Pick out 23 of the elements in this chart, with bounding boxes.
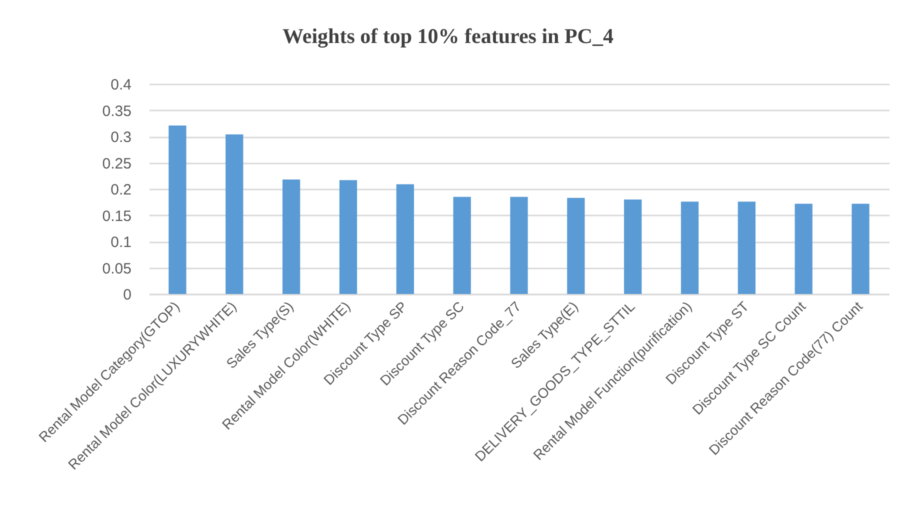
bar (396, 184, 414, 294)
y-tick-label: 0.1 (110, 234, 132, 251)
bar (168, 125, 186, 294)
bar (567, 198, 585, 294)
bar (226, 134, 244, 294)
y-tick-label: 0.05 (102, 260, 132, 278)
y-tick-label: 0.35 (102, 102, 132, 120)
y-tick-label: 0.15 (102, 208, 132, 225)
bar (510, 196, 528, 294)
chart-title: Weights of top 10% features in PC_4 (282, 24, 614, 48)
bar (794, 204, 812, 294)
y-tick-label: 0.25 (102, 155, 132, 172)
y-tick-label: 0 (123, 286, 132, 304)
bar (282, 180, 300, 294)
bar (624, 200, 642, 294)
bar (339, 180, 358, 294)
bar (738, 202, 756, 294)
y-tick-label: 0.4 (110, 76, 132, 94)
bar (852, 204, 870, 294)
y-tick-label: 0.2 (110, 182, 132, 198)
bar (680, 202, 699, 294)
y-tick-label: 0.3 (110, 129, 132, 146)
bar (453, 196, 471, 294)
